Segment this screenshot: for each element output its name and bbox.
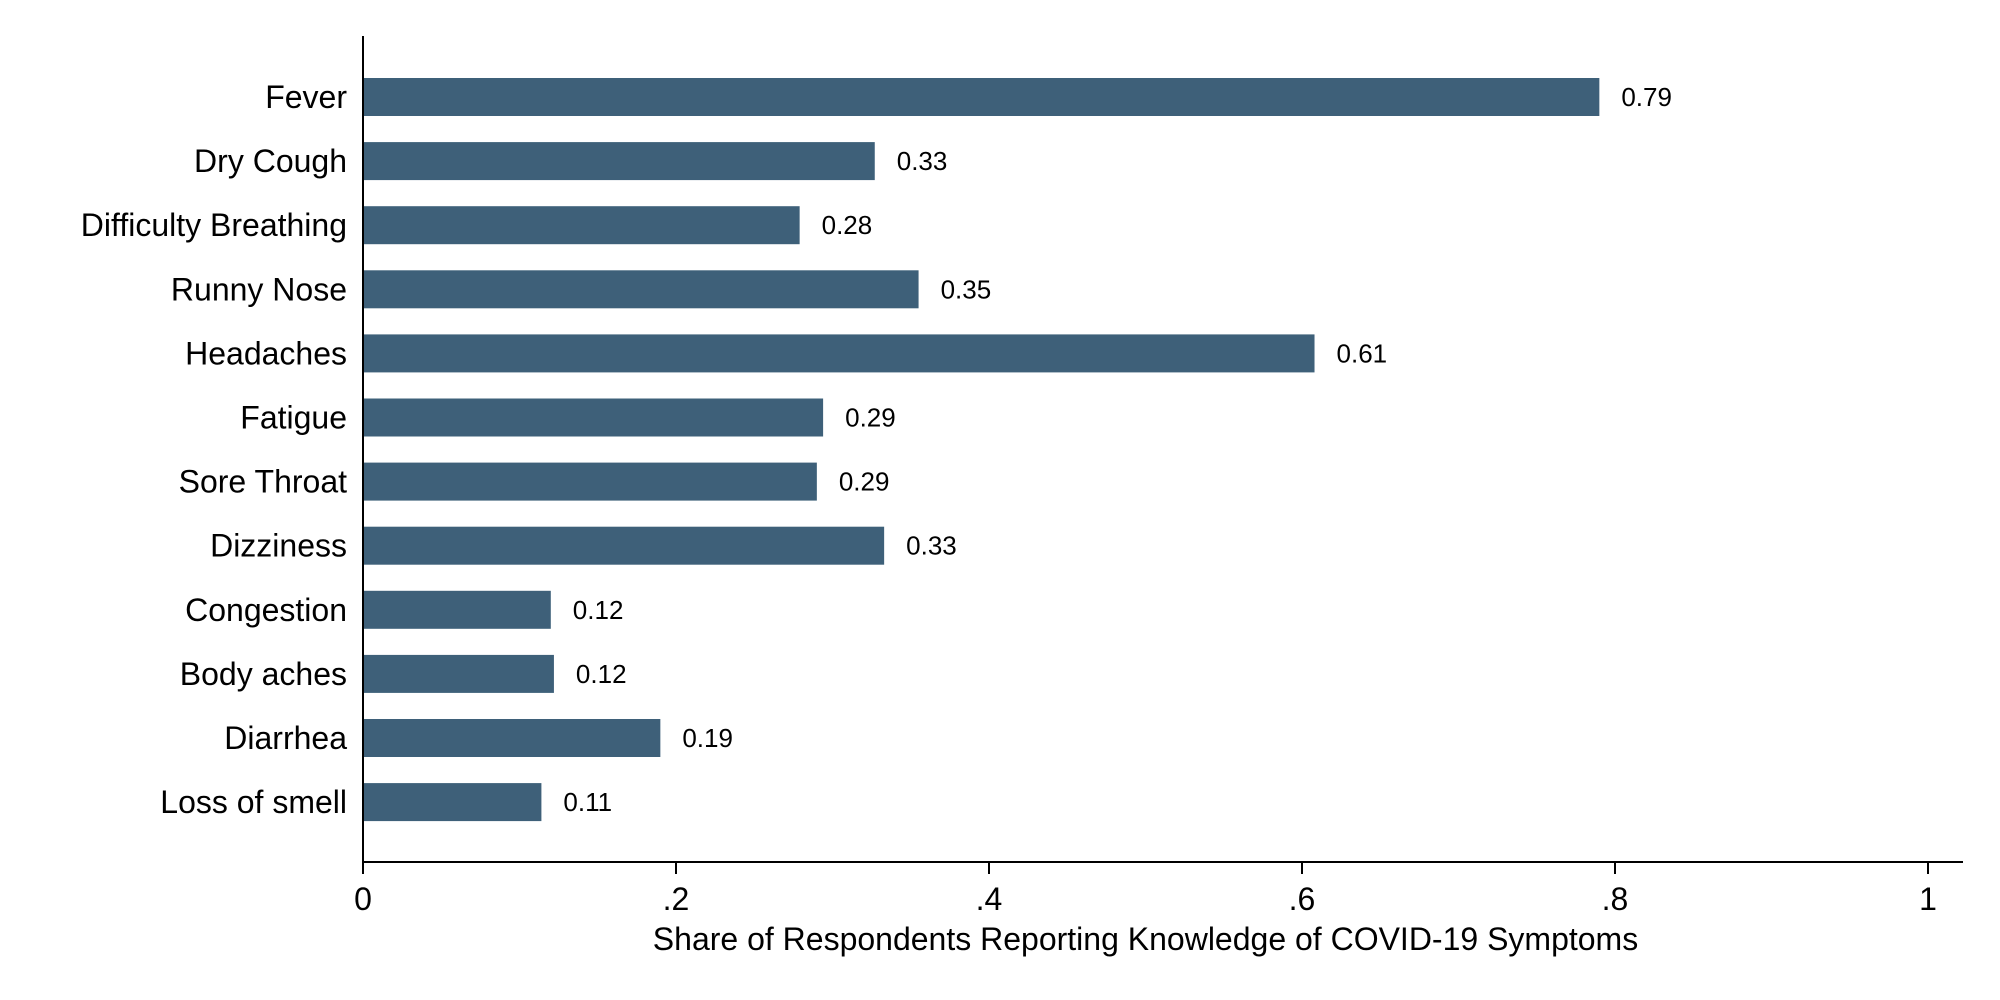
- data-label: 0.79: [1621, 82, 1672, 112]
- bar: [363, 654, 554, 693]
- data-label: 0.19: [682, 723, 733, 753]
- labels-layer: Fever 0.79 Dry Cough 0.33 Difficulty Breathi…: [81, 79, 1672, 820]
- bar: [363, 526, 885, 565]
- category-label: Fever: [265, 79, 347, 115]
- bar: [363, 78, 1600, 116]
- x-axis-title: Share of Respondents Reporting Knowledge…: [653, 921, 1638, 957]
- category-label: Headaches: [185, 335, 347, 371]
- bar: [363, 590, 551, 629]
- bar: [363, 719, 661, 757]
- category-label: Diarrhea: [224, 720, 347, 756]
- x-tick-label: .4: [976, 881, 1003, 917]
- x-tick-label: 0: [354, 881, 372, 917]
- data-label: 0.29: [839, 467, 890, 497]
- bar: [363, 206, 800, 245]
- bars-layer: [363, 78, 1600, 822]
- data-label: 0.28: [822, 210, 873, 240]
- category-label: Difficulty Breathing: [81, 207, 347, 243]
- bar: [363, 398, 824, 437]
- bar: [363, 270, 919, 309]
- x-tick-label: .6: [1289, 881, 1316, 917]
- data-label: 0.33: [906, 531, 957, 561]
- x-tick-label: .2: [663, 881, 690, 917]
- data-label: 0.11: [563, 787, 612, 817]
- data-label: 0.61: [1337, 338, 1388, 368]
- category-label: Loss of smell: [160, 784, 347, 820]
- x-tick-label: 1: [1919, 881, 1937, 917]
- category-label: Body aches: [180, 656, 347, 692]
- category-label: Sore Throat: [179, 464, 348, 500]
- category-label: Dry Cough: [194, 143, 347, 179]
- bar: [363, 334, 1315, 373]
- data-label: 0.35: [941, 274, 992, 304]
- category-label: Dizziness: [210, 528, 347, 564]
- category-label: Fatigue: [240, 400, 347, 436]
- category-label: Runny Nose: [171, 271, 347, 307]
- x-tick-label: .8: [1602, 881, 1629, 917]
- data-label: 0.29: [845, 403, 896, 433]
- bar: [363, 462, 817, 501]
- data-label: 0.12: [576, 659, 627, 689]
- category-label: Congestion: [185, 592, 347, 628]
- data-label: 0.12: [573, 595, 624, 625]
- data-label: 0.33: [897, 146, 948, 176]
- x-axis-ticks: 0 .2 .4 .6 .8 1: [354, 862, 1937, 917]
- bar: [363, 142, 875, 181]
- bar: [363, 783, 542, 822]
